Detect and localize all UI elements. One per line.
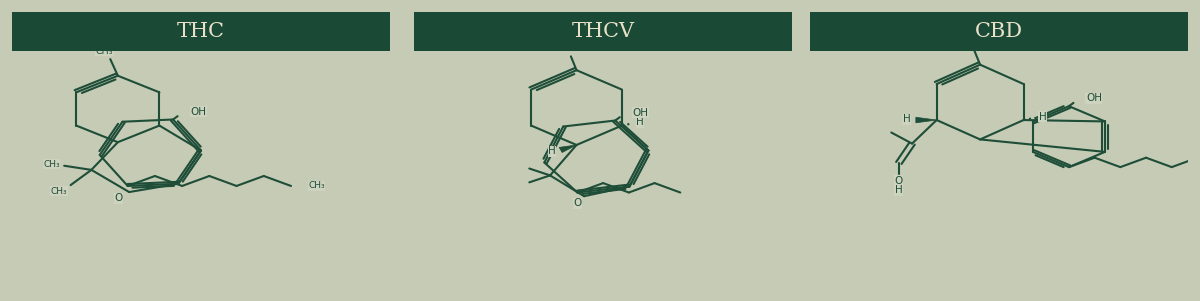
Bar: [414, 12, 792, 51]
Text: H: H: [902, 114, 911, 125]
Text: CH₃: CH₃: [96, 47, 113, 56]
Bar: [12, 12, 390, 51]
Text: THC: THC: [178, 22, 226, 41]
Polygon shape: [916, 117, 937, 123]
Text: CH₃: CH₃: [308, 182, 325, 191]
Text: H: H: [1038, 112, 1046, 122]
Polygon shape: [559, 145, 576, 153]
Text: OH: OH: [1086, 93, 1102, 104]
Bar: [810, 12, 1188, 51]
Text: THCV: THCV: [571, 22, 635, 41]
Text: OH: OH: [190, 107, 206, 117]
Text: CH₃: CH₃: [50, 187, 67, 196]
Text: O: O: [574, 198, 582, 208]
Text: O: O: [114, 193, 122, 203]
Text: O: O: [895, 176, 902, 186]
Text: OH: OH: [632, 108, 648, 118]
Text: H: H: [636, 117, 644, 127]
Text: CH₃: CH₃: [43, 160, 60, 169]
Text: H: H: [895, 185, 902, 195]
Text: CBD: CBD: [974, 22, 1024, 41]
Text: H: H: [548, 146, 556, 156]
